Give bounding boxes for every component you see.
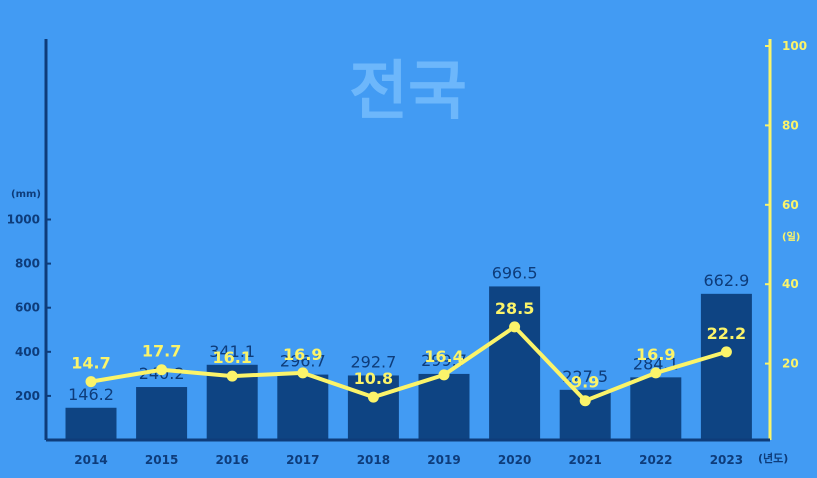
- x-tick-label: 2022: [639, 453, 672, 467]
- x-tick-label: 2023: [710, 453, 743, 467]
- bar: [700, 293, 752, 440]
- line-point: [509, 321, 521, 333]
- line-point: [650, 367, 662, 379]
- region-watermark: 전국: [349, 55, 467, 129]
- x-tick-label: 2014: [74, 453, 107, 467]
- x-axis: 2014 2015 2016 2017 2018 2019 2020 2021 2022 2023: [46, 438, 770, 467]
- line-value-label: 17.7: [142, 342, 181, 361]
- line-value-label: 22.2: [707, 324, 746, 343]
- bar-value-label: 296.7: [280, 352, 326, 371]
- bar-value-label: 146.2: [68, 385, 114, 404]
- x-tick-label: 2018: [357, 453, 390, 467]
- line-point: [297, 367, 309, 379]
- line-point: [720, 346, 732, 358]
- bar-value-label: 292.7: [350, 352, 396, 371]
- bar-value-label: 696.5: [492, 263, 538, 282]
- left-tick-label: 800: [15, 257, 40, 271]
- line-value-label: 9.9: [571, 373, 599, 392]
- line-value-label: 16.9: [636, 345, 675, 364]
- right-axis: 20 40 60 80 100: [765, 39, 807, 440]
- bar-value-label: 662.9: [703, 271, 749, 290]
- left-axis: 200 400 600 800 1000: [7, 39, 51, 440]
- line-value-label: 10.8: [354, 369, 393, 388]
- line-series: 14.7 17.7 16.1 16.9 10.8 16.4 28.5 9.9 16.9 22.2: [71, 299, 746, 407]
- x-tick-label: 2016: [215, 453, 248, 467]
- x-tick-label: 2015: [145, 453, 178, 467]
- right-axis-unit: (일): [782, 230, 800, 243]
- right-tick-label: 40: [782, 277, 799, 291]
- line-point: [579, 395, 591, 407]
- bar: [136, 387, 188, 440]
- x-tick-label: 2019: [427, 453, 460, 467]
- right-tick-label: 100: [782, 39, 807, 53]
- bar: [630, 377, 682, 440]
- bar-series: 146.2240.2341.1296.7292.7299.7696.5227.5…: [65, 263, 752, 440]
- bar: [418, 373, 470, 440]
- left-tick-label: 400: [15, 345, 40, 359]
- line-value-label: 16.9: [283, 345, 322, 364]
- right-tick-label: 20: [782, 357, 799, 371]
- x-tick-label: 2017: [286, 453, 319, 467]
- line-value-label: 28.5: [495, 299, 534, 318]
- line-value-label: 16.4: [424, 347, 463, 366]
- x-tick-label: 2021: [568, 453, 601, 467]
- line-point: [367, 391, 379, 403]
- line-point: [226, 370, 238, 382]
- right-tick-label: 80: [782, 118, 799, 132]
- x-tick-label: 2020: [498, 453, 531, 467]
- x-axis-unit: (년도): [758, 451, 788, 465]
- bar-value-label: 227.5: [562, 367, 608, 386]
- right-tick-label: 60: [782, 198, 799, 212]
- bar: [65, 407, 117, 440]
- line-point: [438, 369, 450, 381]
- left-tick-label: 200: [15, 389, 40, 403]
- bar: [489, 286, 541, 440]
- line-value-label: 14.7: [71, 354, 110, 373]
- line-path: [90, 324, 727, 403]
- line-point: [85, 376, 97, 388]
- bar: [347, 375, 399, 440]
- line-value-label: 16.1: [212, 348, 251, 367]
- left-tick-label: 1000: [7, 213, 40, 227]
- left-tick-label: 600: [15, 301, 40, 315]
- line-point: [156, 364, 168, 376]
- left-axis-unit: (mm): [11, 189, 41, 200]
- bar-value-label: 341.1: [209, 342, 255, 361]
- bar: [277, 374, 329, 440]
